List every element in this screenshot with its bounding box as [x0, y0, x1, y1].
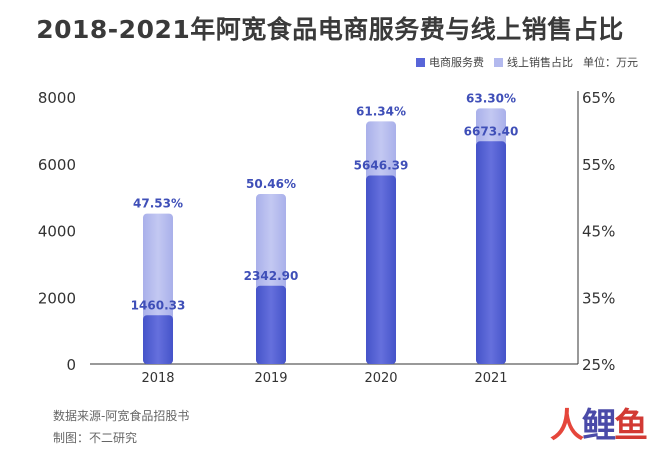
bar-service-fee: [366, 175, 396, 364]
legend-swatch-light: [494, 57, 503, 67]
chart-legend: 电商服务费 线上销售占比 单位：万元: [406, 54, 638, 70]
right-tick-label: 35%: [582, 289, 615, 307]
left-tick-label: 4000: [38, 223, 76, 241]
legend-item-service-fee: 电商服务费: [416, 54, 484, 70]
right-tick-label: 65%: [582, 89, 615, 107]
legend-label-service-fee: 电商服务费: [429, 56, 484, 69]
right-tick-label: 55%: [582, 156, 615, 174]
bar-service-fee: [476, 141, 506, 364]
left-tick-label: 8000: [38, 89, 76, 107]
legend-swatch-dark: [416, 57, 425, 67]
data-label-service-fee: 2342.90: [244, 269, 299, 283]
left-tick-label: 2000: [38, 289, 76, 307]
bar-service-fee: [256, 285, 286, 364]
bar-service-fee: [143, 315, 173, 364]
data-label-online-share: 47.53%: [133, 197, 183, 211]
x-tick-label: 2019: [254, 371, 287, 386]
x-tick-label: 2020: [364, 371, 397, 386]
unit-label: 单位：万元: [583, 56, 638, 69]
data-label-service-fee: 5646.39: [354, 159, 409, 173]
x-tick-label: 2021: [474, 371, 507, 386]
data-label-online-share: 61.34%: [356, 104, 406, 118]
data-label-online-share: 50.46%: [246, 177, 296, 191]
data-label-online-share: 63.30%: [466, 91, 516, 105]
chart-title: 2018-2021年阿宽食品电商服务费与线上销售占比: [36, 15, 624, 44]
right-tick-label: 45%: [582, 223, 615, 241]
x-tick-label: 2018: [141, 371, 174, 386]
legend-item-online-share: 线上销售占比: [494, 54, 573, 70]
data-label-service-fee: 1460.33: [131, 298, 186, 312]
left-tick-label: 0: [66, 356, 76, 374]
data-label-service-fee: 6673.40: [464, 124, 519, 138]
source-note: 数据来源-阿宽食品招股书: [53, 409, 190, 423]
maker-note: 制图：不二研究: [53, 431, 138, 445]
right-tick-label: 25%: [582, 356, 615, 374]
logo-watermark: 人鲤鱼: [550, 406, 648, 446]
legend-label-online-share: 线上销售占比: [507, 56, 573, 69]
left-tick-label: 6000: [38, 156, 76, 174]
